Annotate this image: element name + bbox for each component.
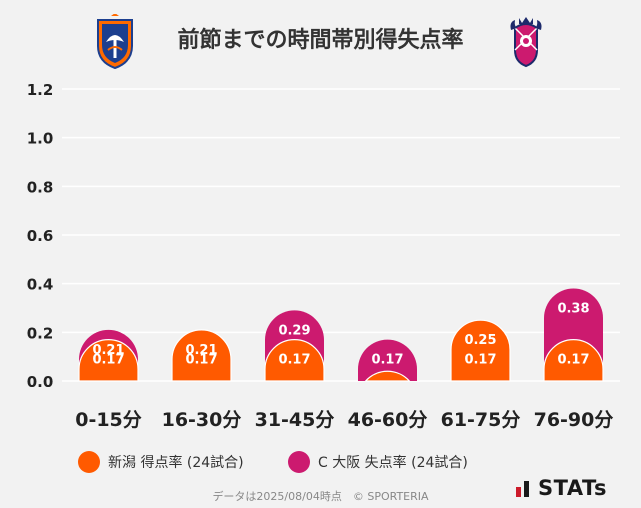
- data-label-team1: 0.17: [278, 353, 310, 368]
- data-label-team2: 0.38: [557, 302, 589, 317]
- data-label-team2: 0.17: [371, 353, 403, 368]
- y-tick-label: 1.2: [27, 81, 54, 99]
- bar-team1: [264, 339, 325, 382]
- y-tick-label: 0.2: [27, 324, 54, 342]
- y-tick-label: 0.8: [27, 178, 54, 196]
- data-label-team2: 0.29: [278, 323, 310, 338]
- data-label-team2: 0.17: [185, 353, 217, 368]
- bar-team1: [78, 339, 139, 382]
- x-tick-label: 46-60分: [348, 409, 428, 431]
- y-tick-label: 0.4: [27, 276, 54, 294]
- x-tick-label: 0-15分: [75, 409, 142, 431]
- x-tick-label: 31-45分: [255, 409, 335, 431]
- data-label-team1: 0.25: [464, 333, 496, 348]
- cerezo-osaka-emblem-icon: [510, 17, 542, 68]
- x-tick-label: 76-90分: [534, 409, 614, 431]
- data-label-team1: 0.17: [92, 353, 124, 368]
- legend-item-team1: 新潟 得点率 (24試合): [78, 450, 244, 474]
- chart-title: 前節までの時間帯別得失点率: [177, 28, 464, 53]
- y-tick-label: 1.0: [27, 130, 54, 148]
- stats-bars-icon: [516, 481, 529, 497]
- stats-logo: STATs: [516, 476, 607, 500]
- bar-team2: [358, 339, 417, 381]
- legend-swatch-team2: [288, 451, 310, 473]
- bar-team1: [543, 339, 604, 382]
- x-tick-label: 61-75分: [441, 409, 521, 431]
- bar-team1: [364, 370, 411, 382]
- data-label-team1: 0.17: [557, 353, 589, 368]
- data-label-team1: 0.21: [185, 343, 217, 358]
- albirex-niigata-emblem-icon: [97, 14, 133, 70]
- legend-label-team1: 新潟 得点率 (24試合): [108, 455, 244, 471]
- bar-team1: [171, 329, 232, 382]
- legend-swatch-team1: [78, 451, 100, 473]
- data-label-team2: 0.17: [464, 353, 496, 368]
- data-label-team2: 0.21: [92, 343, 124, 358]
- bar-team1: [450, 319, 511, 382]
- bar-chart: 0.00.20.40.60.81.01.2 0.210.17 0.170.210.…: [27, 81, 620, 431]
- stats-logo-text: STATs: [538, 476, 607, 500]
- y-tick-label: 0.0: [27, 373, 54, 391]
- x-tick-label: 16-30分: [162, 409, 242, 431]
- legend-label-team2: C 大阪 失点率 (24試合): [318, 455, 468, 471]
- legend-item-team2: C 大阪 失点率 (24試合): [288, 450, 468, 474]
- footer-credit: データは2025/08/04時点 © SPORTERIA: [212, 490, 429, 503]
- y-tick-label: 0.6: [27, 227, 54, 245]
